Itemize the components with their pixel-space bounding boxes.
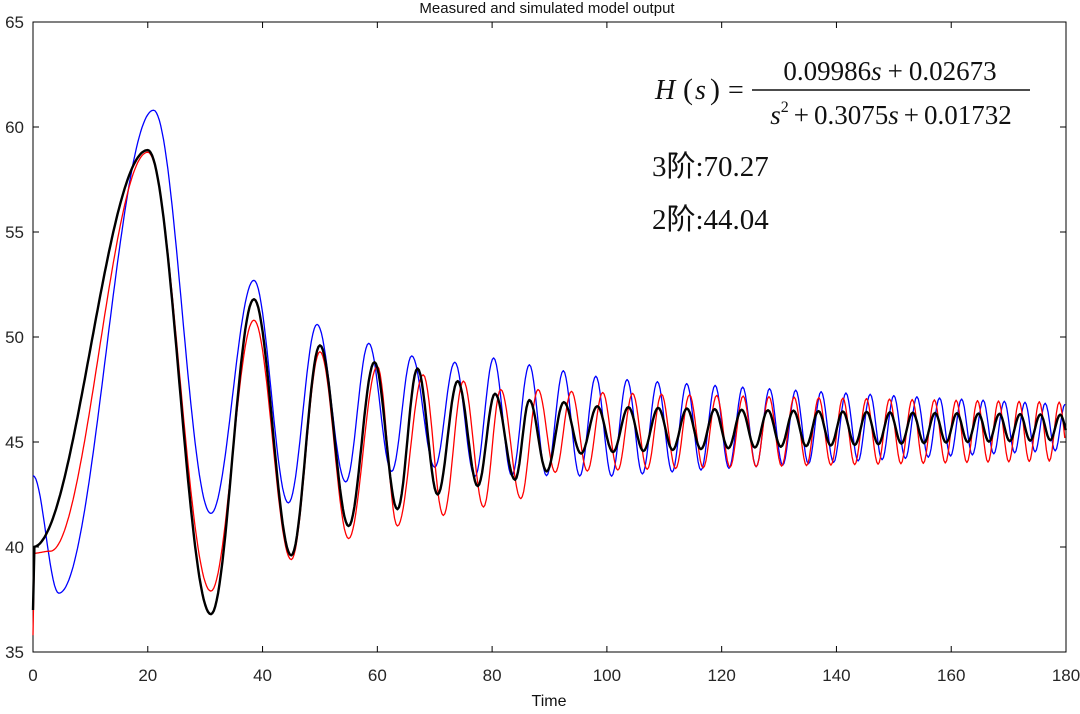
series-line-2nd-order-model (32, 109, 1066, 594)
x-tick-label: 80 (483, 666, 502, 685)
num-plus: + (888, 56, 903, 86)
formula-numerator: 0.09986s +0.02673 (783, 56, 996, 86)
formula-equals: = (728, 75, 744, 106)
den-var-s2: s (888, 100, 899, 130)
transfer-function: H ( s ) = 0.09986s +0.02673 s2 +0.3075s +0.… (652, 56, 1030, 236)
den-plus-2: + (904, 100, 919, 130)
x-tick-label: 100 (593, 666, 621, 685)
den-var-s: s (770, 100, 781, 130)
den-coef-b: 0.3075 (814, 100, 888, 130)
x-tick-label: 60 (368, 666, 387, 685)
num-var-s: s (871, 56, 882, 86)
x-tick-label: 180 (1052, 666, 1080, 685)
plot-area (32, 21, 1067, 653)
fit-3rd-order-label: 3阶:70.27 (652, 150, 769, 183)
y-tick-label: 40 (5, 538, 24, 557)
y-tick-label: 50 (5, 328, 24, 347)
x-tick-label: 140 (822, 666, 850, 685)
num-coef-b: 0.02673 (909, 56, 997, 86)
x-tick-label: 0 (28, 666, 37, 685)
den-coef-c: 0.01732 (924, 100, 1012, 130)
chart-title: Measured and simulated model output (419, 0, 675, 17)
x-axis-label: Time (532, 693, 567, 709)
formula-paren-open: ( (683, 73, 693, 106)
formula-denominator: s2 +0.3075s +0.01732 (770, 99, 1012, 130)
y-tick-label: 55 (5, 223, 24, 242)
x-tick-label: 160 (937, 666, 965, 685)
den-exponent: 2 (781, 99, 789, 116)
y-tick-label: 45 (5, 433, 24, 452)
series-line-3rd-order-model (32, 151, 1066, 636)
y-tick-label: 35 (5, 643, 24, 662)
x-tick-label: 120 (707, 666, 735, 685)
formula-lhs-h: H (654, 75, 677, 106)
x-tick-label: 40 (253, 666, 272, 685)
series-layer (31, 109, 1067, 636)
den-plus-1: + (794, 100, 809, 130)
axis-ticks: 0 20 40 60 80 100 120 140 160 180 35 40 45 50 55 60 65 (5, 13, 1080, 685)
num-coef-a: 0.09986 (783, 56, 871, 86)
y-tick-label: 65 (5, 13, 24, 32)
y-tick-label: 60 (5, 118, 24, 137)
formula-paren-close: ) (710, 73, 720, 106)
x-tick-label: 20 (138, 666, 157, 685)
series-line-measured (31, 148, 1067, 616)
fit-2nd-order-label: 2阶:44.04 (652, 203, 769, 236)
formula-lhs-s: s (695, 75, 706, 106)
